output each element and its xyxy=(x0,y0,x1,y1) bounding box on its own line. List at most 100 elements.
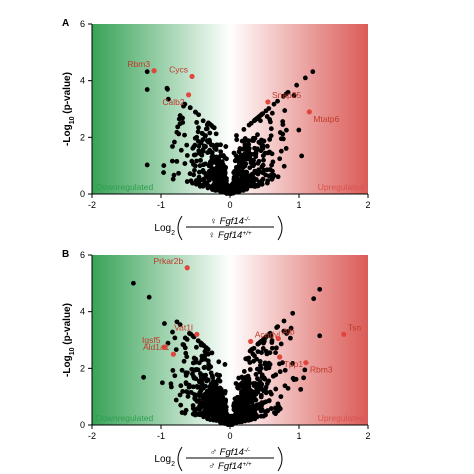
denominator-genotype: +/+ xyxy=(242,461,252,468)
data-point xyxy=(260,176,266,182)
data-point xyxy=(211,125,217,131)
data-point xyxy=(235,395,240,401)
data-point xyxy=(246,142,252,147)
data-point xyxy=(182,161,188,166)
data-point xyxy=(241,412,247,417)
data-point xyxy=(201,395,206,401)
data-point xyxy=(241,126,247,132)
data-point xyxy=(244,147,250,153)
data-point xyxy=(261,336,266,342)
data-point xyxy=(254,366,260,372)
numerator-genotype: -/- xyxy=(244,447,251,454)
x-axis-label-prefix: Log2 xyxy=(154,223,175,237)
highlight-point-calb2 xyxy=(186,92,192,98)
data-point xyxy=(263,390,269,396)
y-axis-label: -Log10 (p-value) xyxy=(62,72,76,146)
data-point xyxy=(223,408,229,414)
data-point xyxy=(241,406,247,412)
data-point xyxy=(273,372,279,378)
data-point xyxy=(182,101,188,107)
data-point xyxy=(254,148,259,154)
data-point xyxy=(255,341,261,347)
data-point xyxy=(247,165,253,171)
data-point xyxy=(283,91,289,97)
data-point xyxy=(257,363,263,368)
data-point xyxy=(211,168,217,174)
data-point xyxy=(214,418,219,423)
denominator-gene: Fgf14 xyxy=(218,461,242,472)
data-point xyxy=(200,137,206,143)
x-tick-label: 0 xyxy=(227,431,232,441)
y-axis-label-tail: (p-value) xyxy=(62,72,73,116)
data-point xyxy=(269,110,275,116)
data-point xyxy=(277,369,283,375)
data-point xyxy=(234,133,239,138)
data-point xyxy=(215,142,221,148)
data-point xyxy=(230,183,236,189)
data-point xyxy=(259,406,265,412)
data-point xyxy=(171,172,177,178)
data-point xyxy=(198,373,204,379)
x-tick-label: 0 xyxy=(227,200,232,210)
gene-label-ald1a1: Ald1a1 xyxy=(143,342,170,352)
y-tick-label: 6 xyxy=(80,250,85,260)
data-point xyxy=(268,133,274,139)
data-point xyxy=(172,373,178,379)
x-axis-label-log: Log xyxy=(154,223,171,234)
data-point xyxy=(216,187,221,193)
data-point xyxy=(288,325,294,331)
data-point xyxy=(234,405,240,411)
data-point xyxy=(270,168,275,174)
gene-label-rbm3: Rbm3 xyxy=(127,59,150,69)
data-point xyxy=(267,137,273,142)
data-point xyxy=(281,318,287,324)
data-point xyxy=(220,419,226,425)
data-point xyxy=(244,356,250,362)
data-point xyxy=(205,347,211,352)
data-point xyxy=(172,139,177,145)
data-point xyxy=(301,375,307,381)
data-point xyxy=(269,345,275,351)
data-point xyxy=(255,183,261,189)
data-point xyxy=(251,383,257,389)
x-axis-label-base: 2 xyxy=(171,230,175,237)
data-point xyxy=(174,158,180,164)
data-point xyxy=(252,182,257,187)
upregulated-label: Upregulated xyxy=(318,413,365,423)
data-point xyxy=(273,411,278,417)
data-point xyxy=(224,156,229,162)
data-point xyxy=(198,400,203,406)
data-point xyxy=(191,375,197,381)
x-tick-label: -1 xyxy=(157,431,165,441)
data-point xyxy=(199,152,205,158)
data-point xyxy=(291,377,297,383)
data-point xyxy=(165,340,171,346)
data-point xyxy=(183,370,189,376)
data-point xyxy=(200,168,206,173)
data-point xyxy=(240,146,246,152)
downregulated-label: Downregulated xyxy=(96,413,153,423)
gene-label-cycs: Cycs xyxy=(169,64,188,74)
data-point xyxy=(196,148,202,154)
data-point xyxy=(205,150,210,155)
data-point xyxy=(268,391,274,397)
data-point xyxy=(280,360,285,366)
x-axis-label-right-paren xyxy=(277,446,283,472)
data-point xyxy=(278,394,284,400)
data-point xyxy=(237,180,243,185)
data-point xyxy=(159,380,165,386)
data-point xyxy=(264,143,270,149)
data-point xyxy=(255,171,261,177)
data-point xyxy=(169,158,175,164)
data-point xyxy=(294,82,300,88)
data-point xyxy=(223,164,229,170)
highlight-point-acadvl xyxy=(248,338,254,345)
denominator-gene: Fgf14 xyxy=(218,230,242,241)
data-point xyxy=(195,412,201,417)
data-point xyxy=(236,156,242,162)
data-point xyxy=(196,393,202,399)
data-point xyxy=(182,132,187,138)
data-point xyxy=(184,354,190,360)
data-point xyxy=(170,144,175,149)
data-point xyxy=(231,420,237,426)
